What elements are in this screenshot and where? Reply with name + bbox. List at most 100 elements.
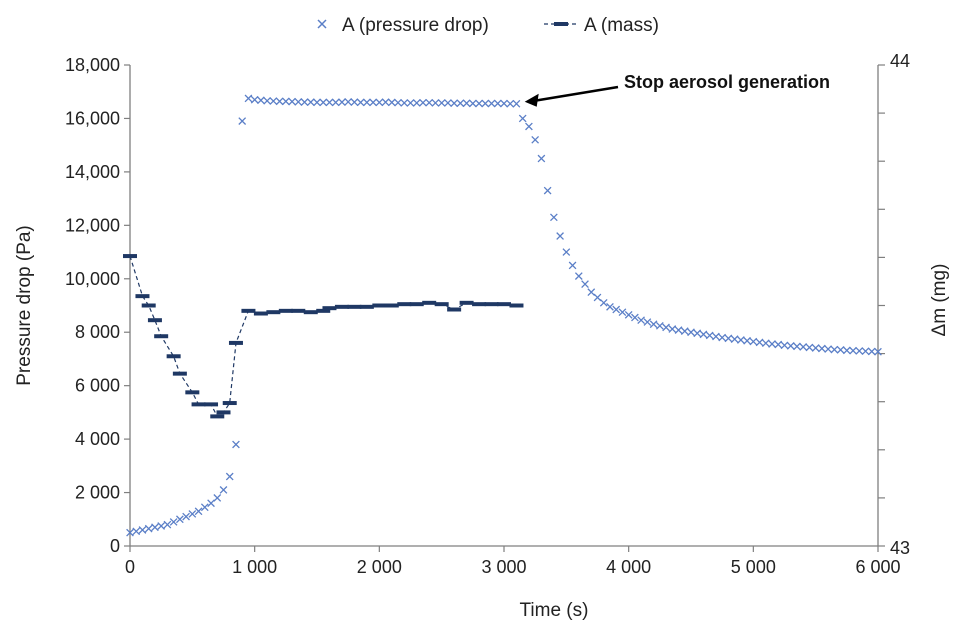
pressure-drop-point	[655, 321, 664, 330]
pressure-drop-point	[755, 338, 764, 347]
y2-tick-label: 43	[890, 538, 910, 558]
y-tick-label: 18,000	[65, 55, 120, 75]
pressure-drop-point	[419, 98, 427, 107]
y-tick-label: 10,000	[65, 269, 120, 289]
pressure-drop-point	[238, 117, 247, 125]
pressure-drop-point	[836, 345, 845, 354]
pressure-drop-point	[587, 288, 596, 296]
pressure-drop-point	[138, 526, 147, 534]
pressure-drop-point	[244, 94, 253, 103]
pressure-drop-point	[793, 342, 801, 351]
pressure-drop-point	[437, 99, 446, 107]
x-tick-label: 0	[125, 557, 135, 577]
pressure-drop-point	[824, 345, 832, 353]
pressure-drop-point	[475, 99, 483, 108]
x-tick-label: 5 000	[731, 557, 776, 577]
pressure-drop-point	[344, 98, 353, 106]
pressure-drop-point	[126, 528, 134, 537]
y-tick-label: 2 000	[75, 483, 120, 503]
pressure-drop-point	[394, 98, 402, 107]
pressure-drop-point	[219, 486, 228, 494]
legend-label-mass: A (mass)	[584, 15, 659, 36]
pressure-drop-point	[668, 325, 677, 333]
x-tick-label: 6 000	[855, 557, 900, 577]
pressure-drop-point	[818, 344, 826, 353]
x-tick-label: 2 000	[357, 557, 402, 577]
pressure-drop-point	[693, 329, 702, 338]
legend-marker-pressure	[317, 19, 327, 29]
pressure-drop-point	[169, 518, 178, 526]
pressure-drop-point	[680, 327, 689, 336]
pressure-drop-point	[200, 503, 209, 512]
pressure-drop-point	[662, 323, 670, 332]
pressure-drop-point	[761, 339, 770, 348]
pressure-drop-point	[842, 346, 851, 355]
x-tick-label: 1 000	[232, 557, 277, 577]
pressure-drop-point	[556, 232, 564, 240]
pressure-drop-point	[300, 98, 309, 107]
x-tick-label: 4 000	[606, 557, 651, 577]
pressure-drop-point	[674, 326, 683, 334]
pressure-drop-point	[400, 99, 409, 107]
pressure-drop-point	[811, 344, 820, 352]
pressure-drop-point	[182, 512, 190, 521]
y2-tick-label: 44	[890, 51, 910, 71]
pressure-drop-point	[232, 440, 240, 449]
pressure-drop-point	[151, 523, 159, 532]
pressure-drop-point	[612, 305, 621, 314]
pressure-drop-point	[250, 95, 259, 104]
pressure-drop-point	[624, 310, 633, 319]
pressure-drop-point	[705, 331, 714, 340]
pressure-drop-point	[194, 507, 203, 516]
pressure-drop-point	[581, 280, 589, 288]
pressure-drop-point	[805, 343, 814, 352]
pressure-drop-point	[163, 520, 172, 529]
y-tick-label: 16,000	[65, 108, 120, 128]
pressure-drop-point	[207, 499, 215, 508]
legend-label-pressure: A (pressure drop)	[342, 15, 489, 36]
pressure-drop-point	[543, 186, 552, 195]
pressure-drop-point	[493, 99, 502, 108]
pressure-drop-point	[381, 98, 390, 107]
y2-axis-title: Δm (mg)	[929, 264, 950, 337]
pressure-drop-point	[737, 336, 745, 344]
pressure-drop-point	[599, 298, 608, 307]
pressure-drop-point	[412, 99, 421, 107]
annotation-stop-aerosol: Stop aerosol generation	[624, 72, 830, 92]
axes: 0 1 000 2 000 3 000 4 000 5 000 6 000 0 2 000 4 0…	[14, 51, 950, 621]
pressure-drop-point	[375, 98, 384, 107]
pressure-drop-point	[269, 97, 278, 105]
pressure-drop-point	[593, 293, 602, 302]
pressure-drop-point	[257, 96, 265, 105]
pressure-drop-point	[799, 343, 808, 351]
pressure-drop-point	[425, 98, 434, 107]
y-tick-label: 12,000	[65, 215, 120, 235]
pressure-drop-point	[319, 98, 328, 107]
pressure-drop-point	[780, 341, 789, 350]
x-axis-title: Time (s)	[520, 600, 589, 621]
pressure-drop-point	[468, 99, 477, 108]
pressure-drop-point	[294, 98, 303, 106]
annotation-arrow-shaft	[534, 85, 619, 102]
pressure-drop-point	[444, 99, 452, 107]
pressure-drop-point	[512, 99, 521, 108]
pressure-drop-point	[157, 522, 166, 530]
pressure-drop-point	[306, 98, 315, 107]
pressure-drop-point	[188, 510, 197, 518]
pressure-drop-point	[456, 99, 465, 108]
y-tick-label: 14,000	[65, 162, 120, 182]
pressure-drop-point	[518, 114, 527, 123]
pressure-drop-point	[786, 341, 795, 350]
pressure-drop-point	[288, 97, 296, 106]
pressure-drop-point	[537, 154, 546, 163]
pressure-drop-point	[225, 472, 234, 481]
pressure-drop-point	[525, 122, 533, 131]
pressure-drop-point	[350, 98, 359, 107]
pressure-drop-point	[550, 213, 558, 222]
pressure-drop-point	[699, 330, 708, 339]
pressure-drop-point	[275, 97, 284, 106]
pressure-drop-point	[774, 340, 783, 349]
x-tick-label: 3 000	[481, 557, 526, 577]
pressure-drop-point	[830, 345, 839, 354]
pressure-drop-point	[724, 334, 733, 343]
